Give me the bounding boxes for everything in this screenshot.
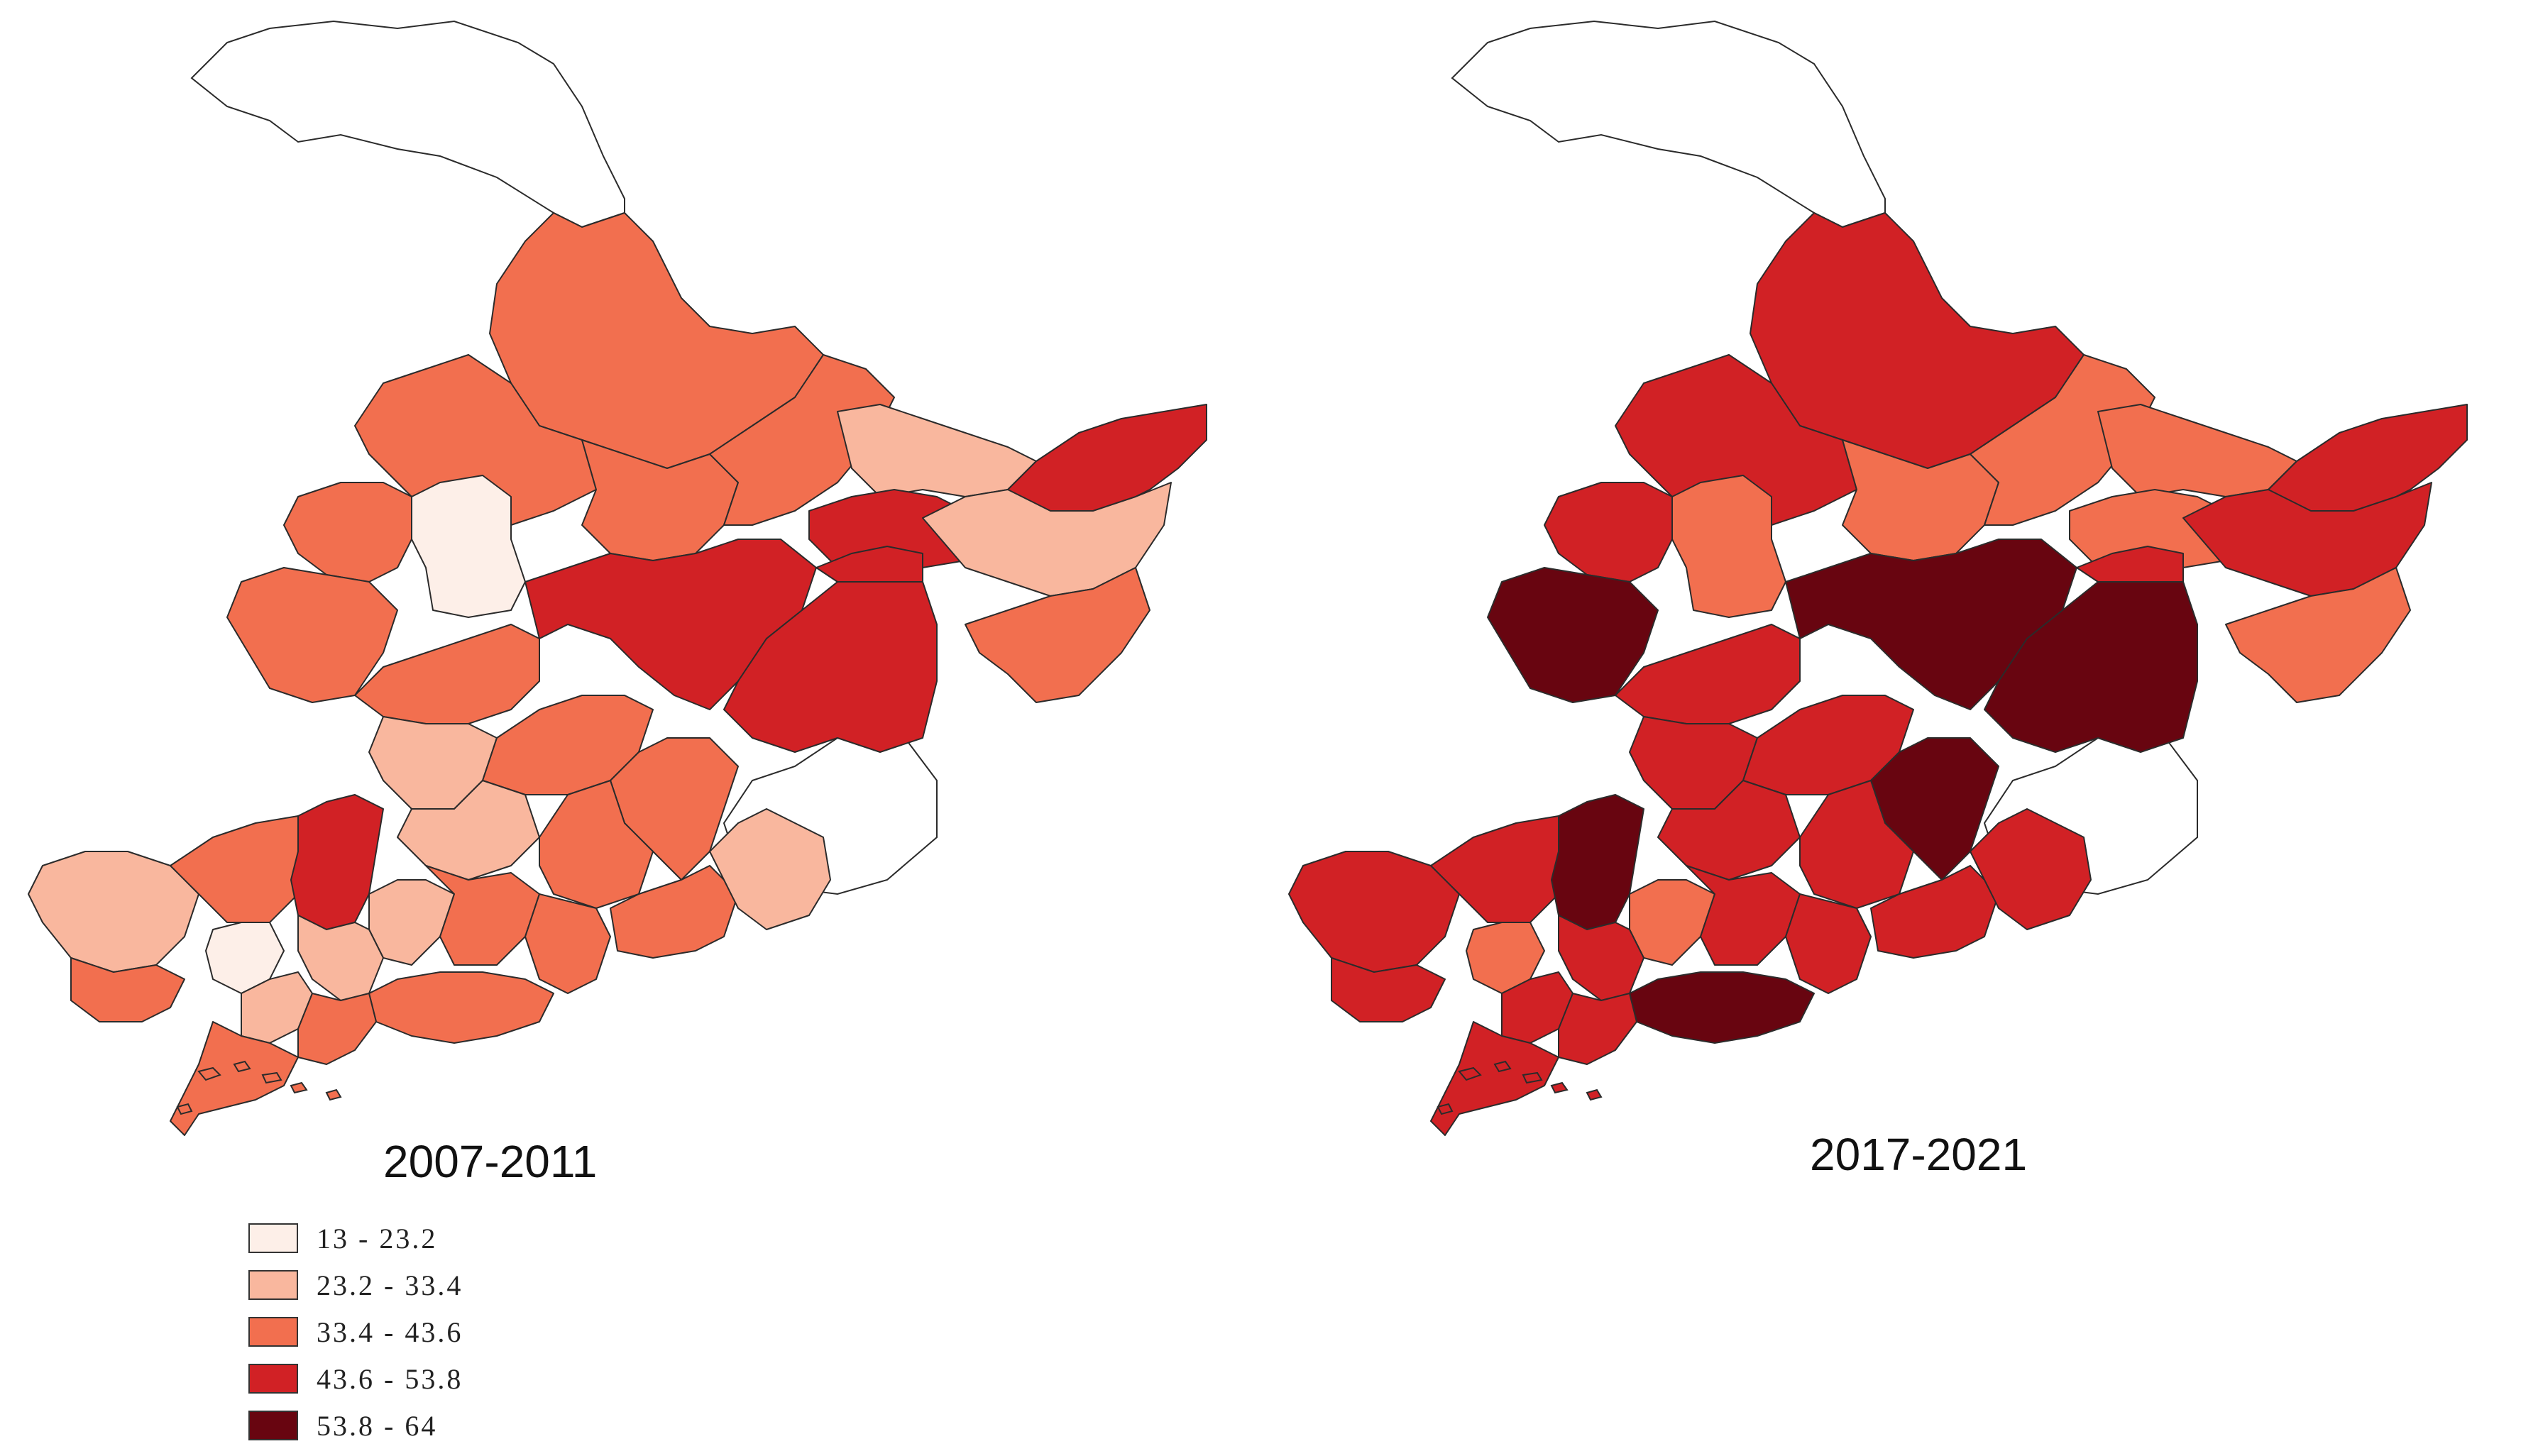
- region-cen-s4: [397, 780, 540, 881]
- region-cen-s5: [1799, 780, 1914, 909]
- region-ln-s3: [297, 993, 377, 1065]
- region-ln-c1: [1629, 879, 1715, 966]
- region-e-low: [965, 567, 1150, 703]
- legend-item: 23.2 - 33.4: [248, 1262, 463, 1308]
- island: [197, 1066, 221, 1081]
- legend-swatch-class4: [248, 1364, 298, 1394]
- island: [325, 1088, 342, 1101]
- region-west1: [1544, 482, 1673, 583]
- region-ln-c3: [1558, 915, 1644, 1001]
- island: [1550, 1081, 1569, 1094]
- region-cen-s5: [539, 780, 654, 909]
- legend-label: 13 - 23.2: [317, 1222, 438, 1254]
- region-ln-w3: [1331, 957, 1446, 1022]
- legend-label: 23.2 - 33.4: [317, 1269, 463, 1301]
- island: [290, 1081, 308, 1094]
- island: [176, 1103, 193, 1115]
- region-ln-red: [290, 794, 384, 930]
- island: [233, 1060, 251, 1073]
- region-nw-white: [190, 20, 625, 228]
- region-ln-s2: [1629, 971, 1815, 1044]
- region-west1: [283, 482, 412, 583]
- region-ln-c5: [1870, 865, 1999, 959]
- region-ln-red: [1551, 794, 1644, 930]
- map-svg-left: [28, 20, 1207, 1136]
- region-mid-n1: [581, 439, 739, 561]
- legend-item: 53.8 - 64: [248, 1402, 463, 1449]
- region-white-w: [1671, 475, 1786, 618]
- legend-swatch-class3: [248, 1317, 298, 1347]
- region-ne1: [837, 404, 1037, 497]
- region-ln-c5: [610, 865, 739, 959]
- legend-item: 33.4 - 43.6: [248, 1308, 463, 1355]
- region-e-mid: [2182, 482, 2432, 597]
- region-ln-c2: [425, 865, 540, 966]
- region-ln-c1: [368, 879, 455, 966]
- legend: 13 - 23.2 23.2 - 33.4 33.4 - 43.6 43.6 -…: [248, 1215, 463, 1449]
- legend-item: 43.6 - 53.8: [248, 1355, 463, 1402]
- period-label-2017-2021: 2017-2021: [1810, 1129, 2028, 1180]
- region-ln-w3: [70, 957, 185, 1022]
- island: [1522, 1071, 1543, 1084]
- island: [1493, 1060, 1512, 1073]
- region-ln-c4: [524, 893, 611, 994]
- region-cen-s4: [1657, 780, 1801, 881]
- region-center2: [1984, 581, 2198, 753]
- island: [1586, 1088, 1603, 1101]
- region-e-low: [2225, 567, 2411, 703]
- island: [1458, 1066, 1482, 1081]
- region-white-w: [411, 475, 526, 618]
- region-west2: [1487, 567, 1659, 703]
- region-ln-e1: [709, 808, 831, 930]
- legend-label: 53.8 - 64: [317, 1409, 438, 1442]
- map-svg-right: [1288, 20, 2468, 1136]
- legend-item: 13 - 23.2: [248, 1215, 463, 1262]
- legend-swatch-class2: [248, 1270, 298, 1300]
- map-2017-2021: [1260, 0, 2521, 1206]
- region-nw-white: [1451, 20, 1886, 228]
- region-ln-dl: [170, 1021, 299, 1136]
- legend-swatch-class1: [248, 1223, 298, 1253]
- region-ln-s3: [1558, 993, 1637, 1065]
- period-label-2007-2011: 2007-2011: [383, 1136, 598, 1187]
- legend-label: 33.4 - 43.6: [317, 1316, 463, 1348]
- region-ln-w1: [1288, 851, 1460, 973]
- region-ln-dl: [1430, 1021, 1559, 1136]
- region-ln-s2: [368, 971, 554, 1044]
- region-ln-c4: [1785, 893, 1872, 994]
- region-hinggan-w: [1615, 354, 1857, 540]
- island: [1437, 1103, 1454, 1115]
- region-center2: [723, 581, 938, 753]
- region-e-mid: [922, 482, 1172, 597]
- region-mid-n1: [1842, 439, 1999, 561]
- region-ln-w1: [28, 851, 199, 973]
- region-ln-e1: [1970, 808, 2092, 930]
- region-ln-c2: [1686, 865, 1801, 966]
- region-ln-c3: [297, 915, 384, 1001]
- region-ne1: [2097, 404, 2297, 497]
- island: [261, 1071, 282, 1084]
- map-2007-2011: [0, 0, 1260, 1206]
- legend-label: 43.6 - 53.8: [317, 1362, 463, 1395]
- legend-swatch-class5: [248, 1411, 298, 1440]
- region-west2: [226, 567, 398, 703]
- region-hinggan-w: [354, 354, 597, 540]
